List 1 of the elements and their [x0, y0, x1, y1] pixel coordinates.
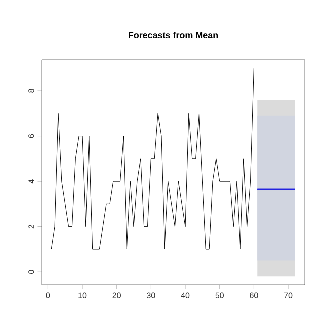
chart-title: Forecasts from Mean [129, 32, 218, 39]
